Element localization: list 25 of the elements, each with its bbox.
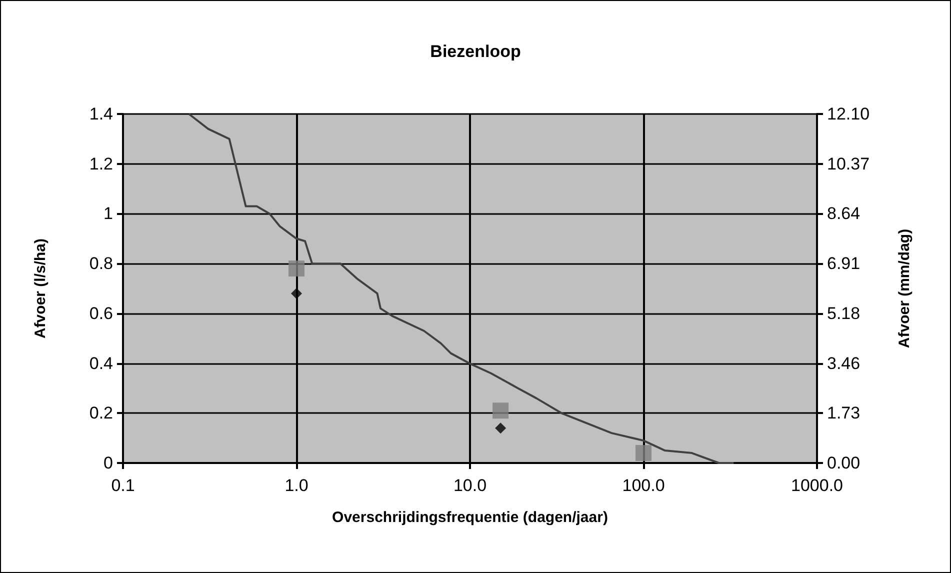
y2-axis-title: Afvoer (mm/dag) bbox=[896, 228, 913, 348]
x-tick-label: 0.1 bbox=[111, 476, 135, 495]
y-tick-label: 0.4 bbox=[89, 354, 113, 373]
y-tick-label: 1 bbox=[104, 204, 113, 224]
y-tick-label: 1.2 bbox=[89, 154, 113, 174]
x-tick-label: 10.0 bbox=[453, 476, 487, 495]
x-tick-label: 100.0 bbox=[622, 476, 665, 495]
y-tick-label: 0.6 bbox=[89, 304, 113, 323]
chart-title: Biezenloop bbox=[430, 42, 521, 61]
y2-tick-label: 5.18 bbox=[827, 304, 860, 323]
y-axis-title: Afvoer (l/s/ha) bbox=[32, 238, 49, 339]
x-axis-title: Overschrijdingsfrequentie (dagen/jaar) bbox=[332, 509, 608, 526]
y-tick-label: 0.2 bbox=[89, 404, 113, 423]
y2-tick-label: 6.91 bbox=[827, 254, 860, 274]
y2-tick-label: 8.64 bbox=[827, 204, 860, 224]
x-tick-label: 1.0 bbox=[284, 476, 308, 495]
y2-tick-label: 10.37 bbox=[827, 154, 870, 174]
y-tick-label: 0 bbox=[104, 454, 113, 472]
y2-tick-label: 3.46 bbox=[827, 354, 860, 373]
y2-tick-label: 0.00 bbox=[827, 454, 860, 472]
y2-tick-label: 12.10 bbox=[827, 104, 870, 124]
y-tick-label: 1.4 bbox=[89, 104, 113, 124]
y-tick-label: 0.8 bbox=[89, 254, 113, 274]
y2-tick-label: 1.73 bbox=[827, 404, 860, 423]
x-tick-label: 1000.0 bbox=[791, 476, 843, 495]
